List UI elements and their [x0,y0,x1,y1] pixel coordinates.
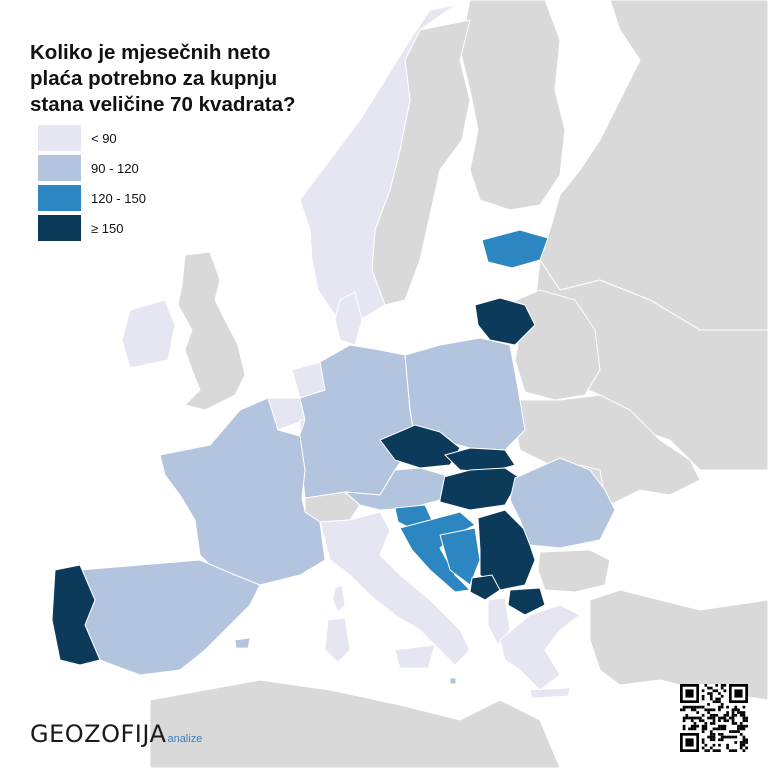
title-line-2: plaća potrebno za kupnju [30,67,278,90]
ukraine [514,394,701,511]
country-hungary [439,467,521,511]
uk [177,251,246,411]
title-line-1: Koliko je mjesečnih neto [30,41,271,64]
country-lithuania [474,297,536,346]
country-montenegro [469,574,501,601]
country-estonia [481,229,549,269]
legend-swatch [38,215,81,241]
corsica [332,584,346,613]
legend-item: ≥ 150 [38,213,146,243]
legend-label: < 90 [91,130,117,146]
legend-swatch [38,155,81,181]
islands [234,584,571,699]
legend-label: 120 - 150 [91,190,146,206]
title-line-3: stana veličine 70 kvadrata? [30,93,296,116]
brand-logo: GEOZOFIJA analize [30,720,202,748]
crete [529,687,571,699]
legend-item: 90 - 120 [38,153,146,183]
legend-item: 120 - 150 [38,183,146,213]
map-title: Koliko je mjesečnih neto plaća potrebno … [30,40,350,118]
legend-swatch [38,125,81,151]
country-greece [499,604,581,691]
country-portugal [51,564,101,666]
legend-swatch [38,185,81,211]
country-austria [343,467,446,511]
sicily [394,644,436,669]
country-slovakia [444,447,516,473]
bulgaria [537,549,611,593]
country-serbia [477,509,536,591]
finland [459,0,566,211]
data-countries [51,4,616,691]
sardinia [324,617,351,663]
legend: < 90 90 - 120 120 - 150 ≥ 150 [38,123,146,243]
country-spain [79,559,261,676]
legend-label: ≥ 150 [91,220,124,236]
country-north-macedonia [507,587,546,616]
legend-label: 90 - 120 [91,160,139,176]
brand-sub: analize [167,733,203,745]
country-denmark [334,291,363,346]
brand-name: GEOZOFIJA [30,720,167,748]
qr-code-icon[interactable] [680,684,748,752]
country-norway [299,4,456,321]
background-land [149,0,768,768]
country-ireland [121,299,176,369]
mallorca [234,637,251,649]
legend-item: < 90 [38,123,146,153]
country-romania [509,457,616,549]
country-bosnia-and-herzegovina [439,527,481,586]
russia-north [539,0,768,331]
country-malta [449,677,457,685]
country-france [159,397,326,586]
country-italy [319,511,471,666]
africa [149,679,561,768]
